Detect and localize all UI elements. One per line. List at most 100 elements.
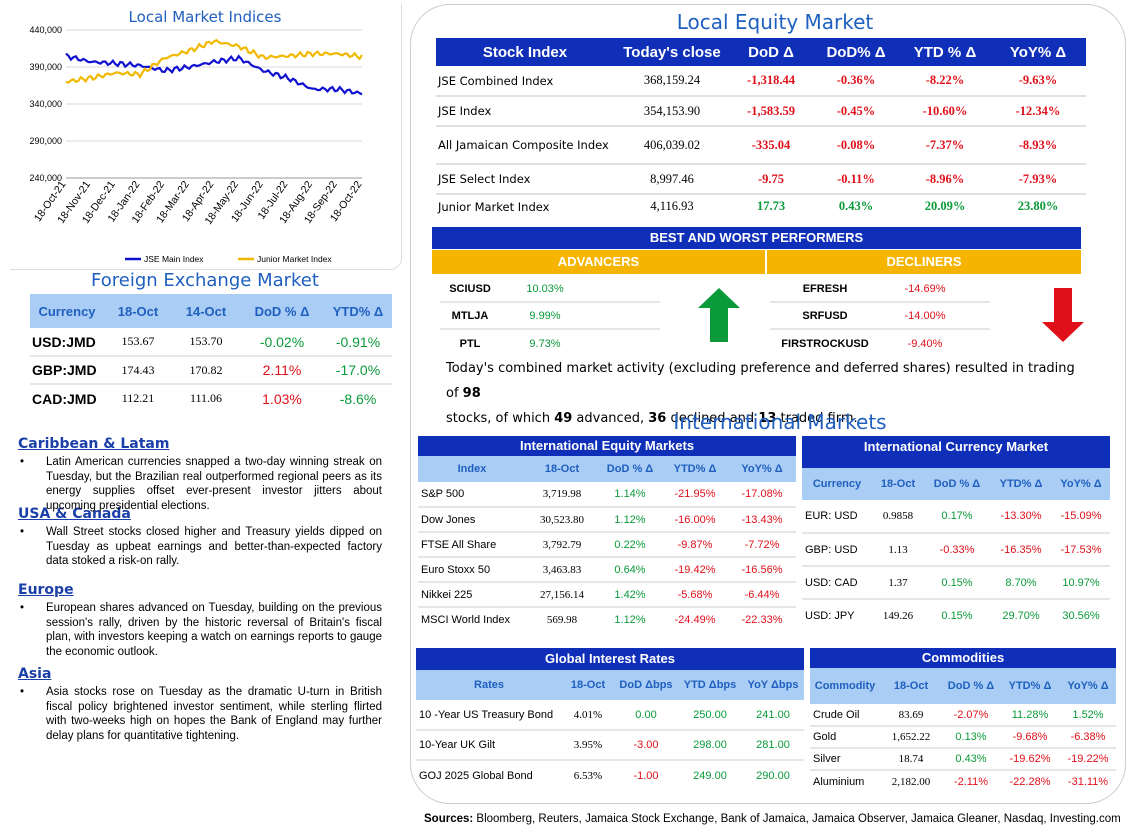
equity-name: JSE Index [438, 104, 492, 118]
intl-equity-cell-value: 30,523.80 [540, 513, 584, 526]
equity-change: 0.43% [838, 199, 874, 213]
rates-header: Rates [416, 670, 562, 700]
commodities-row: Crude Oil 83.69 -2.07% 11.28% 1.52% [810, 704, 1116, 726]
commodities-cell-dod: -2.11% [953, 775, 989, 788]
equity-close: 354,153.90 [643, 103, 701, 118]
intl-equity-cell-dod: 1.12% [614, 614, 646, 626]
news-text: Asia stocks rose on Tuesday as the drama… [20, 686, 382, 742]
equity-change: -8.96% [925, 171, 965, 186]
intl-equity-header: DoD % Δ [598, 456, 662, 482]
rates-cell-dod: -1.00 [633, 769, 659, 782]
equity-title: Local Equity Market [676, 10, 874, 34]
intl-currency-cell-dod: 0.17% [941, 510, 973, 522]
performer-symbol: PTL [459, 337, 481, 350]
commodities-header: 18-Oct [880, 668, 942, 704]
performer-symbol: FIRSTROCKUSD [781, 337, 869, 350]
fx-row: CAD:JMD 112.21 111.06 1.03% -8.6% [30, 384, 392, 412]
performer-row: FIRSTROCKUSD -9.40% [770, 330, 990, 357]
rates-cell-ytd: 298.00 [693, 739, 727, 751]
fx-header: 18-Oct [104, 294, 172, 328]
y-tick-label: 290,000 [29, 136, 62, 146]
intl-currency-cell-name: USD: CAD [805, 576, 858, 589]
equity-change: 17.73 [756, 199, 786, 213]
equity-change: -9.63% [1018, 73, 1058, 87]
performer-symbol: SCIUSD [449, 282, 491, 295]
intl-currency-table: Currency 18-Oct DoD % Δ YTD% Δ YoY% Δ EUR: U… [802, 468, 1110, 632]
fx-row: USD:JMD 153.67 153.70 -0.02% -0.91% [30, 328, 392, 356]
equity-change: -10.60% [922, 103, 968, 118]
intl-currency-header: 18-Oct [872, 468, 924, 500]
intl-equity-cell-name: FTSE All Share [421, 538, 497, 551]
performers-title: BEST AND WORST PERFORMERS [432, 227, 1081, 249]
series-line [65, 52, 363, 96]
intl-equity-cell-ytd: -21.95% [674, 488, 716, 500]
fx-dod: -0.02% [259, 333, 305, 350]
equity-change: -335.04 [751, 137, 791, 152]
intl-title: International Markets [673, 410, 887, 434]
rates-cell-value: 4.01% [573, 708, 603, 721]
intl-currency-cell-ytd: 29.70% [1002, 610, 1040, 622]
fx-value: 153.67 [121, 334, 155, 348]
intl-equity-header: Index [418, 456, 526, 482]
equity-change: -7.37% [925, 137, 965, 152]
news-heading[interactable]: Asia [18, 666, 52, 682]
news-heading[interactable]: Europe [18, 582, 74, 598]
fx-dod: 1.03% [262, 390, 302, 407]
intl-currency-cell-name: GBP: USD [805, 543, 858, 556]
rates-row: 10 -Year US Treasury Bond 4.01% 0.00 250.00… [416, 700, 804, 730]
equity-change: -0.11% [837, 171, 875, 186]
intl-equity-cell-ytd: -9.87% [677, 538, 713, 551]
equity-change: -12.34% [1015, 103, 1061, 118]
intl-currency-cell-ytd: -16.35% [1000, 543, 1042, 556]
y-tick-label: 240,000 [29, 173, 62, 183]
legend-label: JSE Main Index [144, 254, 204, 264]
rates-cell-name: 10 -Year US Treasury Bond [419, 708, 554, 721]
news-heading[interactable]: USA & Canada [18, 506, 131, 522]
news-item: Asia Asia stocks rose on Tuesday as the d… [18, 666, 382, 746]
news-section: Caribbean & Latam Latin American currenci… [18, 436, 382, 746]
equity-table: Stock Index Today's close DoD Δ DoD% Δ YTD %… [436, 38, 1086, 218]
news-heading[interactable]: Caribbean & Latam [18, 436, 170, 452]
intl-equity-cell-yoy: -6.44% [744, 588, 780, 601]
intl-currency-cell-yoy: -17.53% [1060, 543, 1102, 556]
equity-change: -8.93% [1018, 137, 1058, 152]
rates-header: 18-Oct [562, 670, 614, 700]
intl-currency-header: Currency [802, 468, 872, 500]
bullet-icon: • [20, 686, 25, 698]
performer-row: MTLJA 9.99% [440, 303, 660, 330]
fx-value: 170.82 [189, 362, 223, 377]
rates-header: YTD Δbps [678, 670, 742, 700]
performer-row: SRFUSD -14.00% [770, 303, 990, 330]
equity-row: JSE Index 354,153.90 -1,583.59 -0.45% -10.60… [436, 96, 1086, 126]
commodities-cell-ytd: -22.28% [1009, 775, 1051, 788]
rates-table: Rates 18-Oct DoD Δbps YTD Δbps YoY Δbps 10 -… [416, 670, 804, 790]
fx-table: Currency 18-Oct 14-Oct DoD % Δ YTD% Δ USD:JM… [30, 294, 392, 412]
intl-equity-row: FTSE All Share 3,792.79 0.22% -9.87% -7.72% [418, 532, 796, 557]
intl-equity-cell-yoy: -22.33% [741, 614, 783, 626]
equity-change: -7.93% [1018, 171, 1058, 186]
commodities-cell-yoy: -6.38% [1070, 731, 1106, 743]
fx-row: GBP:JMD 174.43 170.82 2.11% -17.0% [30, 356, 392, 384]
intl-currency-cell-yoy: -15.09% [1060, 510, 1102, 522]
news-item: USA & Canada Wall Street stocks closed hi… [18, 506, 382, 582]
rates-cell-yoy: 281.00 [756, 739, 790, 751]
intl-equity-cell-name: Dow Jones [421, 513, 476, 526]
intl-currency-cell-dod: -0.33% [939, 543, 975, 556]
fx-ytd: -0.91% [335, 333, 381, 350]
intl-equity-row: MSCI World Index 569.98 1.12% -24.49% -22.33… [418, 607, 796, 632]
rates-row: 10-Year UK Gilt 3.95% -3.00 298.00 281.00 [416, 730, 804, 760]
intl-equity-header: YTD% Δ [662, 456, 728, 482]
equity-change: 20.09% [924, 199, 966, 213]
sources-line: Sources: Bloomberg, Reuters, Jamaica Sto… [424, 813, 1121, 825]
commodities-cell-dod: -2.07% [953, 708, 989, 721]
equity-close: 4,116.93 [650, 199, 694, 213]
equity-change: -0.08% [836, 137, 876, 152]
fx-table-wrap: Currency 18-Oct 14-Oct DoD % Δ YTD% Δ USD:JM… [30, 294, 392, 412]
intl-equity-cell-ytd: -24.49% [674, 614, 716, 626]
bullet-icon: • [20, 602, 25, 614]
intl-equity-header: 18-Oct [526, 456, 598, 482]
advancers-list: SCIUSD 10.03% MTLJA 9.99% PTL 9.73% [440, 276, 660, 357]
intl-equity-cell-dod: 1.42% [614, 588, 646, 601]
intl-equity-row: S&P 500 3,719.98 1.14% -21.95% -17.08% [418, 482, 796, 507]
commodities-cell-yoy: 1.52% [1072, 708, 1104, 721]
